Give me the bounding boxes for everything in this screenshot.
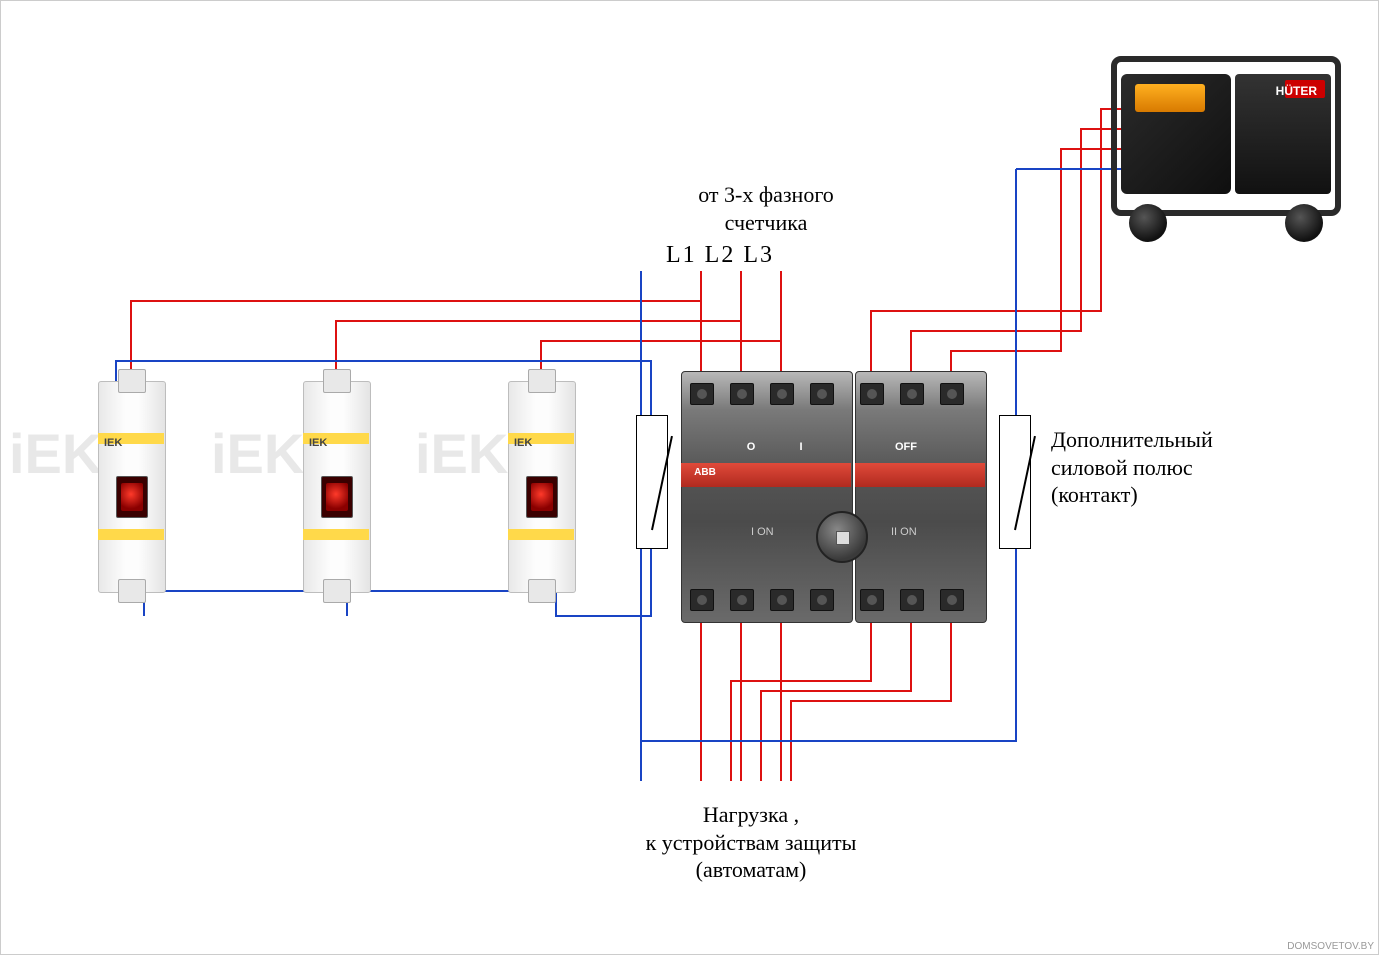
breaker-brand: IEK	[514, 437, 532, 449]
switch-port-bottom	[770, 589, 794, 611]
switch-port-top	[940, 383, 964, 405]
switch-mark-O: O	[741, 441, 761, 453]
switch-port-top	[730, 383, 754, 405]
indicator-lamp-2: IEK	[291, 381, 381, 591]
generator-brand: HÜTER	[1276, 84, 1317, 98]
indicator-led	[321, 476, 353, 518]
switch-port-top	[900, 383, 924, 405]
aux-pole-right	[999, 415, 1031, 549]
switch-port-top	[810, 383, 834, 405]
source-stamp: DOMSOVETOV.BY	[1287, 941, 1374, 952]
label-phases: L1 L2 L3	[666, 240, 774, 270]
watermark-3: iEK	[415, 421, 508, 486]
label-meter: от 3-х фазного счетчика	[656, 181, 876, 236]
breaker-brand: IEK	[309, 437, 327, 449]
switch-port-top	[860, 383, 884, 405]
switch-port-top	[690, 383, 714, 405]
switch-brand: ABB	[685, 467, 725, 478]
changeover-switch: ABB O I OFF I ON II ON	[681, 371, 991, 621]
aux-pole-left	[636, 415, 668, 549]
switch-port-top	[770, 383, 794, 405]
indicator-lamp-3: IEK	[496, 381, 586, 591]
generator: HÜTER	[1111, 56, 1341, 236]
switch-port-bottom	[730, 589, 754, 611]
label-aux-pole: Дополнительный силовой полюс (контакт)	[1051, 426, 1311, 509]
switch-knob[interactable]	[816, 511, 868, 563]
diagram-canvas: iEK iEK iEK IEK IEK IEK	[0, 0, 1379, 955]
switch-mark-I: I	[791, 441, 811, 453]
indicator-lamp-1: IEK	[86, 381, 176, 591]
switch-port-bottom	[860, 589, 884, 611]
switch-port-bottom	[810, 589, 834, 611]
switch-port-bottom	[690, 589, 714, 611]
label-load: Нагрузка , к устройствам защиты (автомат…	[581, 801, 921, 884]
indicator-led	[116, 476, 148, 518]
indicator-led	[526, 476, 558, 518]
switch-face-left: I ON	[751, 526, 774, 538]
switch-face-right: II ON	[891, 526, 917, 538]
switch-port-bottom	[940, 589, 964, 611]
switch-port-bottom	[900, 589, 924, 611]
switch-mark-OFF: OFF	[881, 441, 931, 453]
breaker-brand: IEK	[104, 437, 122, 449]
